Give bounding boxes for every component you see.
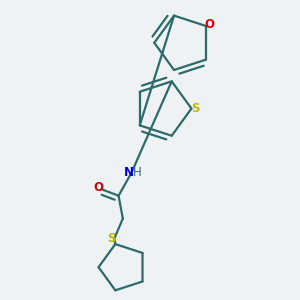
Text: N: N [124,167,134,179]
Text: H: H [133,167,142,179]
Text: S: S [107,232,116,245]
Text: S: S [190,102,199,115]
Text: O: O [93,181,103,194]
Text: O: O [204,18,214,31]
